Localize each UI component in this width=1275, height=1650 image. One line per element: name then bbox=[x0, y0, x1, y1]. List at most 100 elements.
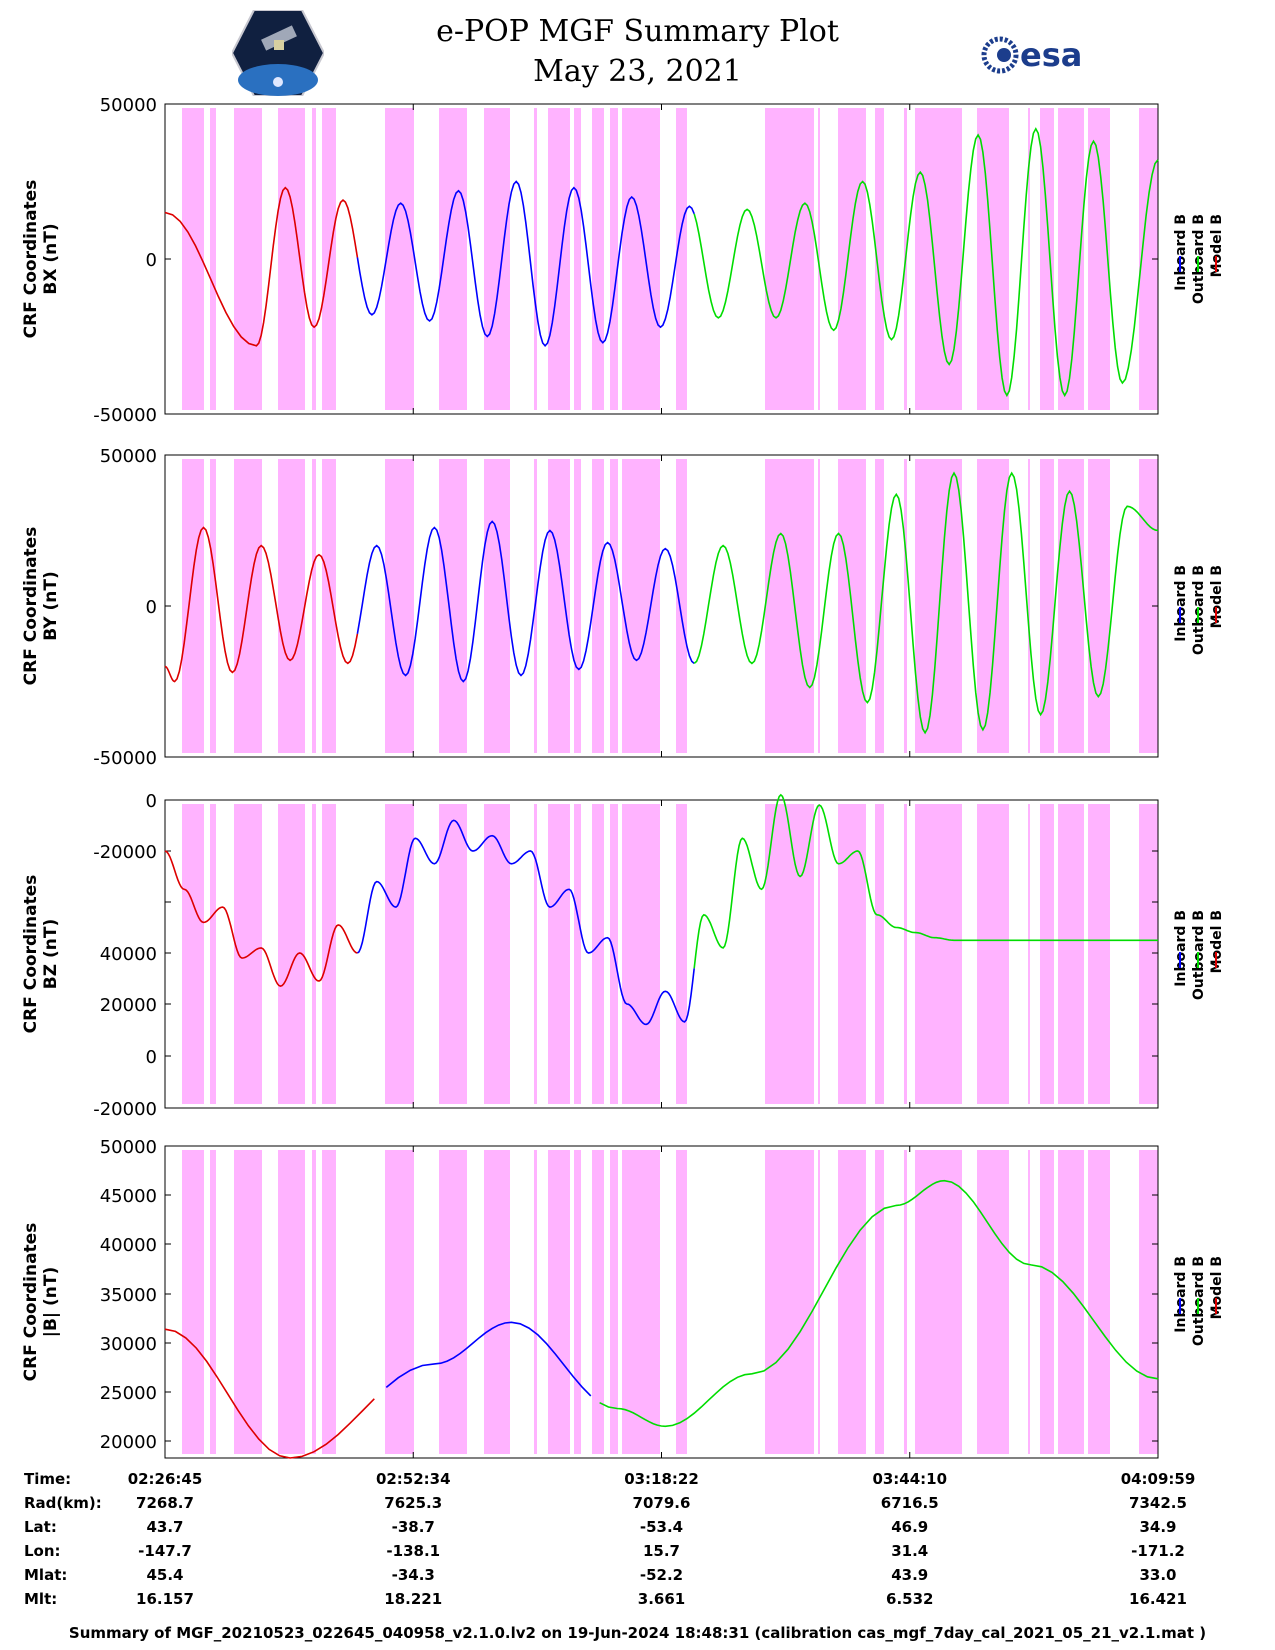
eclipse-band bbox=[1028, 459, 1030, 753]
eclipse-band bbox=[182, 804, 204, 1104]
footer-caption: Summary of MGF_20210523_022645_040958_v2… bbox=[68, 1624, 1207, 1642]
eclipse-band bbox=[1139, 804, 1158, 1104]
eclipse-band bbox=[622, 1150, 660, 1454]
eclipse-band bbox=[818, 1150, 820, 1454]
eclipse-band bbox=[484, 108, 510, 410]
eclipse-band bbox=[676, 459, 687, 753]
legend-label: Model B bbox=[1209, 565, 1225, 628]
eclipse-band bbox=[1088, 459, 1110, 753]
eclipse-band bbox=[312, 108, 316, 410]
eclipse-band bbox=[592, 1150, 604, 1454]
chart-panel-4: 50000 45000 40000 35000 30000 25000 20000 CRF C… bbox=[21, 1137, 1225, 1459]
series-line-inboard bbox=[356, 819, 695, 1026]
eclipse-band bbox=[622, 108, 660, 410]
eclipse-band bbox=[977, 459, 1009, 753]
eclipse-band bbox=[439, 804, 467, 1104]
eclipse-band bbox=[484, 1150, 510, 1454]
eclipse-band bbox=[622, 459, 660, 753]
eclipse-band bbox=[765, 804, 814, 1104]
y-tick-label: 20000 bbox=[100, 1432, 157, 1453]
y-tick-label: 40000 bbox=[100, 1235, 157, 1256]
eclipse-band bbox=[875, 108, 884, 410]
eclipse-band bbox=[875, 804, 884, 1104]
eclipse-band bbox=[1139, 459, 1158, 753]
eclipse-band bbox=[484, 459, 510, 753]
eclipse-band bbox=[838, 804, 866, 1104]
eclipse-band bbox=[322, 459, 336, 753]
y-tick-label: 35000 bbox=[100, 1285, 157, 1306]
legend-label: Inboard B bbox=[1173, 214, 1189, 291]
eclipse-band bbox=[592, 804, 604, 1104]
eclipse-band bbox=[385, 108, 414, 410]
eclipse-band bbox=[904, 459, 907, 753]
eclipse-band bbox=[385, 459, 414, 753]
eclipse-band bbox=[278, 108, 305, 410]
eclipse-band bbox=[818, 804, 820, 1104]
chart-panel-2: 50000 0 -50000 CRF CoordinatesBY (nT) Inboar… bbox=[21, 446, 1225, 769]
eclipse-band bbox=[838, 108, 866, 410]
eclipse-band bbox=[818, 459, 820, 753]
eclipse-band bbox=[574, 1150, 581, 1454]
eclipse-band bbox=[676, 804, 687, 1104]
eclipse-band bbox=[234, 108, 262, 410]
series-line-model-overlay bbox=[164, 526, 358, 683]
eclipse-band bbox=[915, 1150, 962, 1454]
eclipse-band bbox=[182, 1150, 204, 1454]
y-tick-label: 0 bbox=[146, 791, 157, 812]
y-tick-label: 45000 bbox=[100, 1186, 157, 1207]
y-axis-label: CRF CoordinatesBY (nT) bbox=[21, 527, 61, 686]
eclipse-band bbox=[385, 1150, 414, 1454]
eclipse-band bbox=[765, 108, 814, 410]
y-tick-label: 50000 bbox=[100, 446, 157, 467]
series-line-model-overlay bbox=[164, 186, 358, 347]
eclipse-band bbox=[548, 459, 570, 753]
eclipse-band bbox=[534, 108, 537, 410]
eclipse-band bbox=[676, 108, 687, 410]
eclipse-band bbox=[1040, 459, 1054, 753]
eclipse-band bbox=[765, 1150, 814, 1454]
eclipse-band bbox=[182, 108, 204, 410]
eclipse-band bbox=[592, 459, 604, 753]
series-line-model-overlay bbox=[164, 850, 358, 987]
plot-header: e-POP MGF Summary Plot May 23, 2021 esa bbox=[0, 0, 1275, 100]
y-tick-label: 25000 bbox=[100, 1383, 157, 1404]
eclipse-band bbox=[915, 108, 962, 410]
eclipse-band bbox=[1139, 108, 1158, 410]
y-axis-label: CRF CoordinatesBX (nT) bbox=[21, 180, 61, 339]
series-line-inboard bbox=[356, 180, 695, 348]
eclipse-band bbox=[1088, 108, 1110, 410]
y-tick-label: 20000 bbox=[100, 995, 157, 1016]
eclipse-band bbox=[915, 804, 962, 1104]
eclipse-band bbox=[484, 804, 510, 1104]
eclipse-band bbox=[534, 804, 537, 1104]
y-axis-label: CRF Coordinates|B| (nT) bbox=[21, 1223, 61, 1382]
eclipse-band bbox=[574, 459, 581, 753]
legend-label: Model B bbox=[1209, 1256, 1225, 1319]
eclipse-band bbox=[439, 459, 467, 753]
series-line-outboard bbox=[599, 1179, 1159, 1428]
eclipse-band bbox=[977, 804, 1009, 1104]
y-tick-label: 40000 bbox=[100, 944, 157, 965]
esa-logo-text: esa bbox=[1020, 36, 1082, 74]
eclipse-band bbox=[1028, 1150, 1030, 1454]
y-tick-label: 50000 bbox=[100, 95, 157, 116]
chart-panel-1: 50000 0 -50000 CRF CoordinatesBX (nT) Inboar… bbox=[21, 95, 1225, 426]
legend-label: Model B bbox=[1209, 214, 1225, 277]
eclipse-band bbox=[875, 459, 884, 753]
eclipse-band bbox=[322, 1150, 336, 1454]
y-tick-label: 0 bbox=[146, 1047, 157, 1068]
y-tick-label: -20000 bbox=[93, 842, 157, 863]
eclipse-band bbox=[610, 1150, 618, 1454]
eclipse-band bbox=[210, 1150, 216, 1454]
eclipse-band bbox=[182, 459, 204, 753]
eclipse-band bbox=[1028, 804, 1030, 1104]
eclipse-band bbox=[977, 1150, 1009, 1454]
eclipse-band bbox=[210, 459, 216, 753]
eclipse-band bbox=[574, 108, 581, 410]
eclipse-band bbox=[312, 804, 316, 1104]
eclipse-band bbox=[904, 804, 907, 1104]
eclipse-band bbox=[904, 1150, 907, 1454]
legend-label: Model B bbox=[1209, 910, 1225, 973]
page-date: May 23, 2021 bbox=[533, 54, 742, 89]
